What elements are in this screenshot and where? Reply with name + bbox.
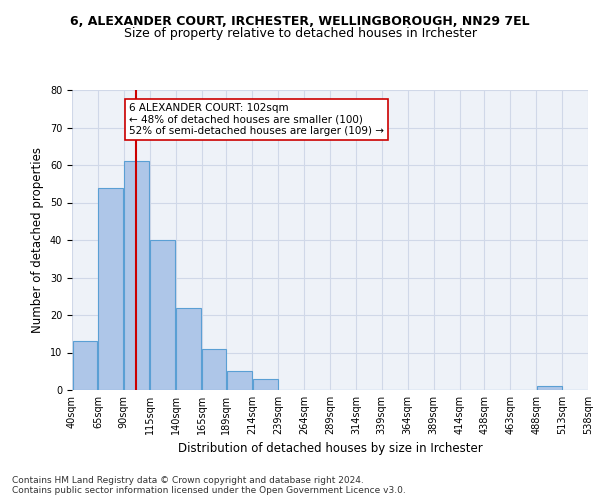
Text: Size of property relative to detached houses in Irchester: Size of property relative to detached ho… (124, 28, 476, 40)
Text: 6, ALEXANDER COURT, IRCHESTER, WELLINGBOROUGH, NN29 7EL: 6, ALEXANDER COURT, IRCHESTER, WELLINGBO… (70, 15, 530, 28)
Text: Contains HM Land Registry data © Crown copyright and database right 2024.
Contai: Contains HM Land Registry data © Crown c… (12, 476, 406, 495)
X-axis label: Distribution of detached houses by size in Irchester: Distribution of detached houses by size … (178, 442, 482, 456)
Bar (150, 240, 175, 390)
Y-axis label: Number of detached properties: Number of detached properties (31, 147, 44, 333)
Bar (537, 386, 562, 390)
Bar (202, 349, 226, 390)
Text: 6 ALEXANDER COURT: 102sqm
← 48% of detached houses are smaller (100)
52% of semi: 6 ALEXANDER COURT: 102sqm ← 48% of detac… (129, 103, 384, 136)
Bar (176, 308, 201, 390)
Bar (98, 188, 123, 390)
Bar (227, 371, 252, 390)
Bar (73, 341, 97, 390)
Bar (253, 379, 278, 390)
Bar (124, 161, 149, 390)
